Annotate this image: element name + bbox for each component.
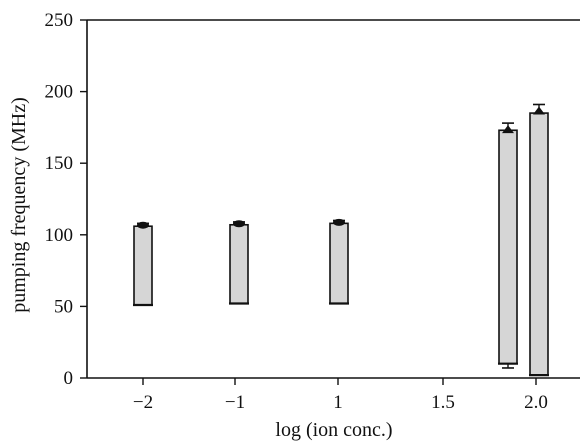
plot-frame <box>86 19 580 379</box>
x-tick-label: 1.5 <box>431 392 455 413</box>
box-rect <box>529 112 549 376</box>
box-item <box>229 220 249 305</box>
x-axis-label: log (ion conc.) <box>275 419 392 441</box>
y-tick-label: 200 <box>45 82 74 103</box>
box-rect <box>229 223 249 305</box>
y-axis-label: pumping frequency (MHz) <box>8 97 30 313</box>
x-tick-label: −1 <box>225 392 245 413</box>
y-tick-label: 50 <box>54 296 73 317</box>
box-item <box>329 218 349 305</box>
y-tick-label: 0 <box>64 368 74 389</box>
x-tick-label: 1 <box>333 392 343 413</box>
x-tick-label: −2 <box>133 392 153 413</box>
y-tick-label: 150 <box>45 153 74 174</box>
circle-marker <box>333 218 345 226</box>
box-item <box>133 221 153 307</box>
triangle-marker <box>502 125 514 134</box>
triangle-marker <box>533 106 545 115</box>
x-axis-ticks: −2 −1 1 1.5 2.0 <box>133 378 548 413</box>
box-series <box>133 103 549 377</box>
y-tick-label: 250 <box>45 10 74 31</box>
circle-marker <box>137 221 149 229</box>
box-rect <box>133 225 153 306</box>
y-axis-ticks: 0 50 100 150 200 250 <box>45 10 87 389</box>
x-tick-label: 2.0 <box>524 392 548 413</box>
box-rect <box>329 222 349 305</box>
y-tick-label: 100 <box>45 225 74 246</box>
box-rect <box>498 129 518 365</box>
circle-marker <box>233 220 245 228</box>
box-item <box>498 122 518 369</box>
box-item <box>529 103 549 377</box>
